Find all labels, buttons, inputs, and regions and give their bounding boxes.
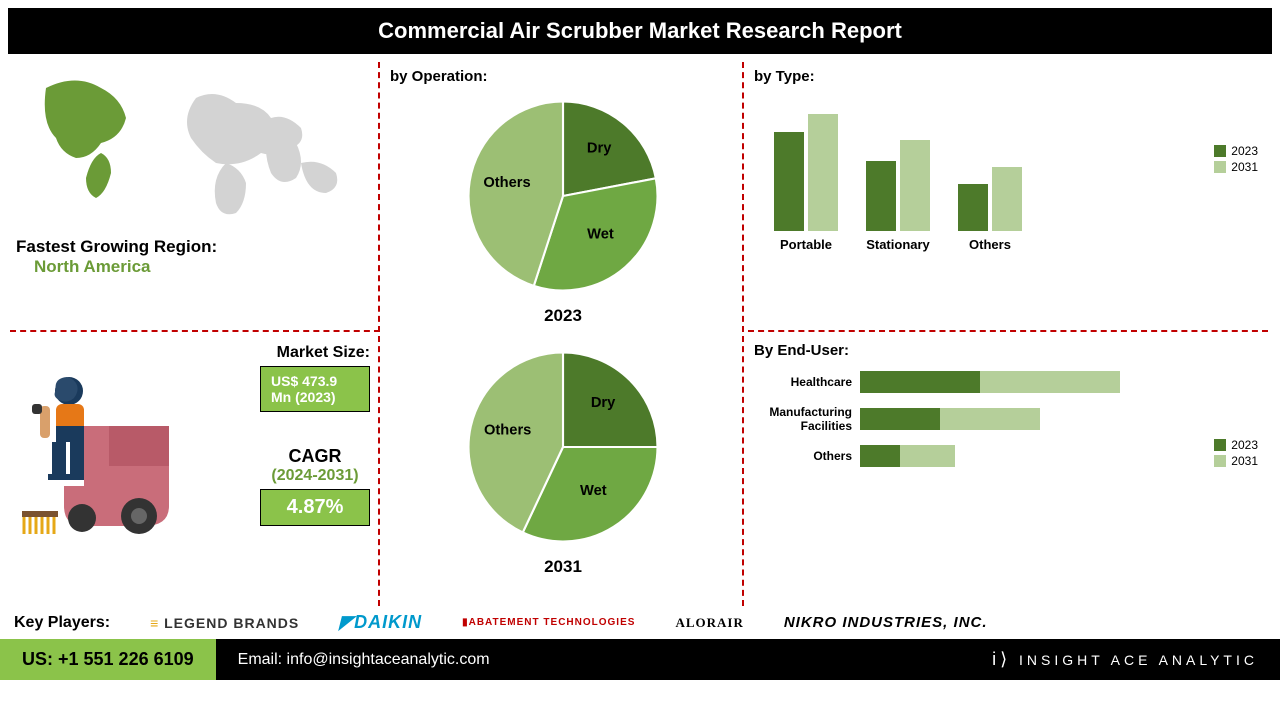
svg-text:Others: Others <box>483 175 530 191</box>
logo-daikin: ◤DAIKIN <box>339 612 422 633</box>
footer: US: +1 551 226 6109 Email: info@insighta… <box>0 639 1280 680</box>
enduser-title: By End-User: <box>754 342 1262 359</box>
footer-email: Email: info@insightaceanalytic.com <box>238 651 490 669</box>
svg-text:Dry: Dry <box>591 395 616 411</box>
region-label: Fastest Growing Region: <box>16 237 372 257</box>
pie-2031-year: 2031 <box>390 557 736 577</box>
svg-text:Dry: Dry <box>587 140 612 156</box>
pie-2031-panel: Dry Wet Others 2031 <box>384 336 744 606</box>
legend-2031: 2031 <box>1231 160 1258 174</box>
page-title: Commercial Air Scrubber Market Research … <box>8 8 1272 54</box>
logo-abatement: ▮ABATEMENT TECHNOLOGIES <box>462 617 635 628</box>
footer-phone: US: +1 551 226 6109 <box>0 639 216 680</box>
pie-2023-year: 2023 <box>390 306 736 326</box>
world-map-icon <box>16 68 356 228</box>
enduser-legend: 2023 2031 <box>1214 436 1258 470</box>
metrics-panel: Market Size: US$ 473.9 Mn (2023) CAGR (2… <box>10 336 380 606</box>
region-value: North America <box>34 257 372 277</box>
scrubber-machine-icon <box>14 366 174 546</box>
svg-text:Wet: Wet <box>580 483 607 499</box>
type-panel: by Type: PortableStationaryOthers 2023 2… <box>748 62 1268 332</box>
logo-alorair: ALORAIR <box>675 615 743 631</box>
type-title: by Type: <box>754 68 1262 85</box>
footer-brand: i⟩ INSIGHT ACE ANALYTIC <box>992 649 1258 670</box>
market-size-value: US$ 473.9 Mn (2023) <box>260 366 370 412</box>
cagr-period: (2024-2031) <box>260 467 370 485</box>
pie-2023-panel: by Operation: Dry Wet Others 2023 <box>384 62 744 332</box>
type-bar-chart <box>754 91 1262 231</box>
cagr-value: 4.87% <box>260 489 370 526</box>
enduser-bar-chart: HealthcareManufacturing FacilitiesOthers <box>754 371 1262 467</box>
key-players-row: Key Players: ≡ LEGEND BRANDS ◤DAIKIN ▮AB… <box>0 606 1280 639</box>
legend-eu-2031: 2031 <box>1231 454 1258 468</box>
logo-nikro: NIKRO INDUSTRIES, INC. <box>784 614 988 631</box>
logo-legend-brands: ≡ LEGEND BRANDS <box>150 615 299 631</box>
legend-eu-2023: 2023 <box>1231 438 1258 452</box>
svg-text:Wet: Wet <box>587 227 614 243</box>
svg-text:Others: Others <box>484 423 531 439</box>
operation-title: by Operation: <box>390 68 736 85</box>
market-size-label: Market Size: <box>260 344 370 362</box>
region-panel: Fastest Growing Region: North America <box>10 62 380 332</box>
pie-chart-2023: Dry Wet Others <box>458 91 668 301</box>
main-grid: Fastest Growing Region: North America by… <box>0 62 1280 606</box>
enduser-panel: By End-User: HealthcareManufacturing Fac… <box>748 336 1268 606</box>
cagr-label: CAGR <box>260 446 370 467</box>
pie-chart-2031: Dry Wet Others <box>458 342 668 552</box>
key-players-label: Key Players: <box>14 614 110 632</box>
type-legend: 2023 2031 <box>1214 142 1258 176</box>
legend-2023: 2023 <box>1231 144 1258 158</box>
